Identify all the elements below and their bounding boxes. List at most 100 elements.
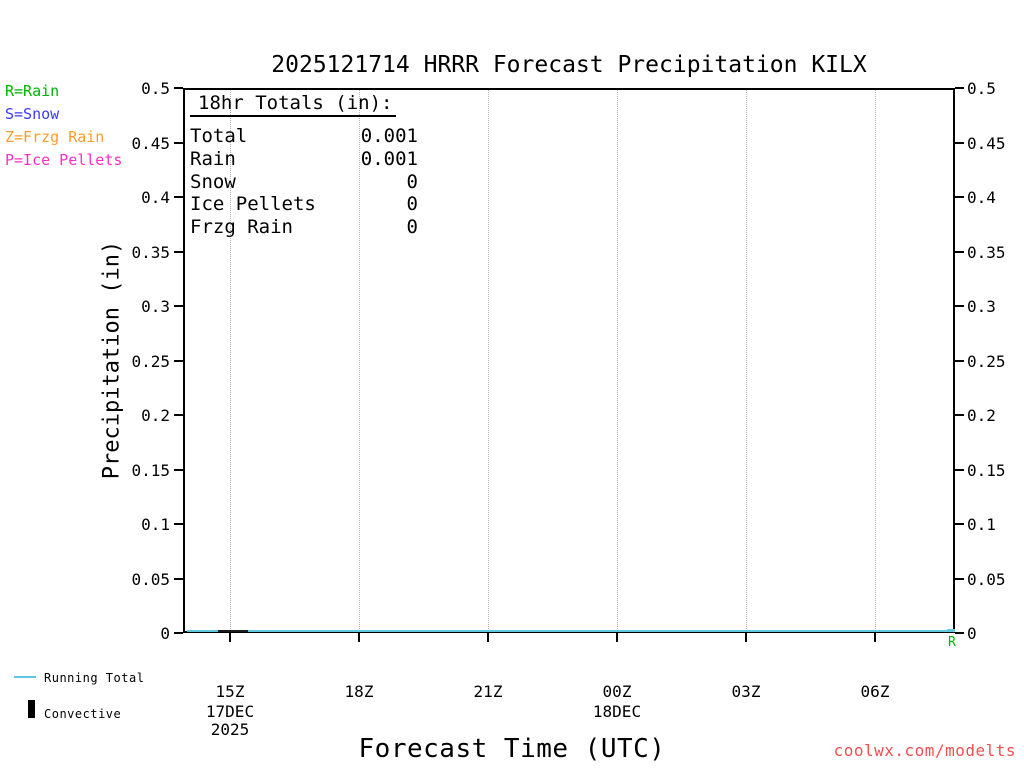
x-grid-line bbox=[617, 90, 618, 631]
y-tick-label-right: 0.2 bbox=[967, 406, 996, 425]
rain-type-marker: R bbox=[948, 635, 956, 650]
totals-row-value: 0.001 bbox=[360, 147, 418, 170]
totals-row-value: 0 bbox=[406, 216, 418, 239]
y-tick-label-right: 0.35 bbox=[967, 242, 1006, 262]
y-tick-label-right: 0 bbox=[967, 624, 977, 643]
precip-type-legend: R=Rain S=Snow Z=Frzg Rain P=Ice Pellets bbox=[5, 80, 122, 172]
totals-row-label: Snow bbox=[190, 170, 236, 193]
running-total-legend-label: Running Total bbox=[44, 671, 145, 685]
x-grid-line bbox=[488, 90, 489, 631]
x-grid-line bbox=[875, 90, 876, 631]
y-tick-label-right: 0.15 bbox=[967, 460, 1006, 480]
x-axis-tick bbox=[745, 633, 747, 642]
x-tick-label: 03Z bbox=[731, 682, 761, 701]
y-axis-tick-right bbox=[955, 632, 964, 634]
date-label-2025: 2025 bbox=[210, 720, 250, 739]
y-tick-label-left: 0 bbox=[160, 624, 170, 643]
x-tick-label: 00Z bbox=[602, 682, 632, 701]
x-axis-tick bbox=[487, 633, 489, 642]
convective-legend-swatch bbox=[28, 700, 35, 718]
x-grid-line bbox=[359, 90, 360, 631]
y-axis-tick-right bbox=[955, 87, 964, 89]
running-total-line bbox=[187, 630, 955, 632]
running-total-legend-swatch bbox=[14, 676, 36, 678]
x-axis-tick bbox=[229, 633, 231, 642]
y-axis-tick-left bbox=[174, 250, 183, 253]
totals-row-value: 0 bbox=[406, 193, 418, 216]
y-axis-tick-left bbox=[174, 523, 183, 525]
y-tick-label-right: 0.45 bbox=[967, 133, 1006, 153]
y-tick-label-right: 0.1 bbox=[967, 515, 996, 534]
y-tick-label-right: 0.4 bbox=[967, 188, 996, 207]
y-tick-label-right: 0.25 bbox=[967, 351, 1006, 371]
y-axis-tick-right bbox=[955, 577, 964, 580]
y-axis-tick-right bbox=[955, 523, 964, 525]
y-axis-tick-left bbox=[174, 196, 183, 198]
y-tick-label-left: 0.4 bbox=[141, 188, 170, 207]
legend-frzg-rain: Z=Frzg Rain bbox=[5, 128, 105, 146]
y-axis-tick-left bbox=[174, 87, 183, 89]
y-tick-label-left: 0.1 bbox=[141, 515, 170, 534]
y-axis-tick-right bbox=[955, 141, 964, 144]
y-tick-label-left: 0.25 bbox=[131, 351, 170, 371]
x-axis-tick bbox=[874, 633, 876, 642]
totals-row-frzg-rain: Frzg Rain 0 bbox=[190, 216, 418, 239]
y-tick-label-left: 0.15 bbox=[131, 460, 170, 480]
totals-row-label: Ice Pellets bbox=[190, 193, 316, 216]
x-axis-label: Forecast Time (UTC) bbox=[358, 734, 666, 764]
y-axis-tick-right bbox=[955, 196, 964, 198]
plot-area bbox=[183, 88, 955, 633]
legend-snow: S=Snow bbox=[5, 105, 60, 123]
y-axis-tick-left bbox=[174, 305, 183, 307]
totals-row-total: Total 0.001 bbox=[190, 125, 418, 148]
y-axis-tick-left bbox=[174, 632, 183, 634]
x-tick-label: 21Z bbox=[473, 682, 503, 701]
x-grid-line bbox=[746, 90, 747, 631]
y-axis-tick-left bbox=[174, 468, 183, 471]
date-label-17dec: 17DEC bbox=[205, 702, 255, 721]
y-axis-tick-right bbox=[955, 305, 964, 307]
totals-row-value: 0.001 bbox=[360, 125, 418, 147]
totals-box: 18hr Totals (in): Total 0.001 Rain 0.001… bbox=[190, 92, 418, 239]
y-tick-label-left: 0.5 bbox=[141, 79, 170, 98]
legend-ice-pellets: P=Ice Pellets bbox=[5, 151, 123, 169]
totals-row-label: Rain bbox=[190, 147, 236, 170]
y-axis-tick-left bbox=[174, 414, 183, 416]
y-tick-label-right: 0.05 bbox=[967, 569, 1006, 589]
y-tick-label-left: 0.3 bbox=[141, 297, 170, 316]
date-label-18dec: 18DEC bbox=[592, 702, 642, 721]
totals-row-ice-pellets: Ice Pellets 0 bbox=[190, 193, 418, 216]
y-tick-label-right: 0.5 bbox=[967, 79, 996, 98]
totals-row-rain: Rain 0.001 bbox=[190, 148, 418, 171]
y-axis-tick-right bbox=[955, 250, 964, 253]
x-axis-tick bbox=[358, 633, 360, 642]
convective-zero-segment bbox=[218, 630, 248, 632]
y-axis-tick-right bbox=[955, 359, 964, 362]
totals-row-snow: Snow 0 bbox=[190, 171, 418, 194]
totals-row-value: 0 bbox=[406, 170, 418, 193]
running-total-line-end-rise bbox=[947, 629, 955, 631]
y-axis-tick-left bbox=[174, 141, 183, 144]
x-grid-line bbox=[230, 90, 231, 631]
x-axis-tick bbox=[616, 633, 618, 642]
watermark-text: coolwx.com/modelts bbox=[833, 741, 1016, 760]
convective-legend-label: Convective bbox=[44, 707, 122, 721]
totals-rows: Total 0.001 Rain 0.001 Snow 0 Ice Pellet… bbox=[190, 125, 418, 239]
y-axis-tick-right bbox=[955, 468, 964, 471]
chart-title: 2025121714 HRRR Forecast Precipitation K… bbox=[271, 52, 867, 78]
y-tick-label-left: 0.35 bbox=[131, 242, 170, 262]
x-tick-label: 15Z bbox=[215, 682, 245, 701]
y-tick-label-left: 0.05 bbox=[131, 569, 170, 589]
x-tick-label: 18Z bbox=[344, 682, 374, 701]
totals-row-label: Frzg Rain bbox=[190, 216, 293, 239]
totals-row-label: Total bbox=[190, 125, 248, 147]
y-tick-label-left: 0.45 bbox=[131, 133, 170, 153]
y-axis-tick-left bbox=[174, 359, 183, 362]
y-axis-tick-left bbox=[174, 577, 183, 580]
y-tick-label-left: 0.2 bbox=[141, 406, 170, 425]
y-axis-tick-right bbox=[955, 414, 964, 416]
legend-rain: R=Rain bbox=[5, 82, 60, 100]
x-tick-label: 06Z bbox=[860, 682, 890, 701]
y-tick-label-right: 0.3 bbox=[967, 297, 996, 316]
